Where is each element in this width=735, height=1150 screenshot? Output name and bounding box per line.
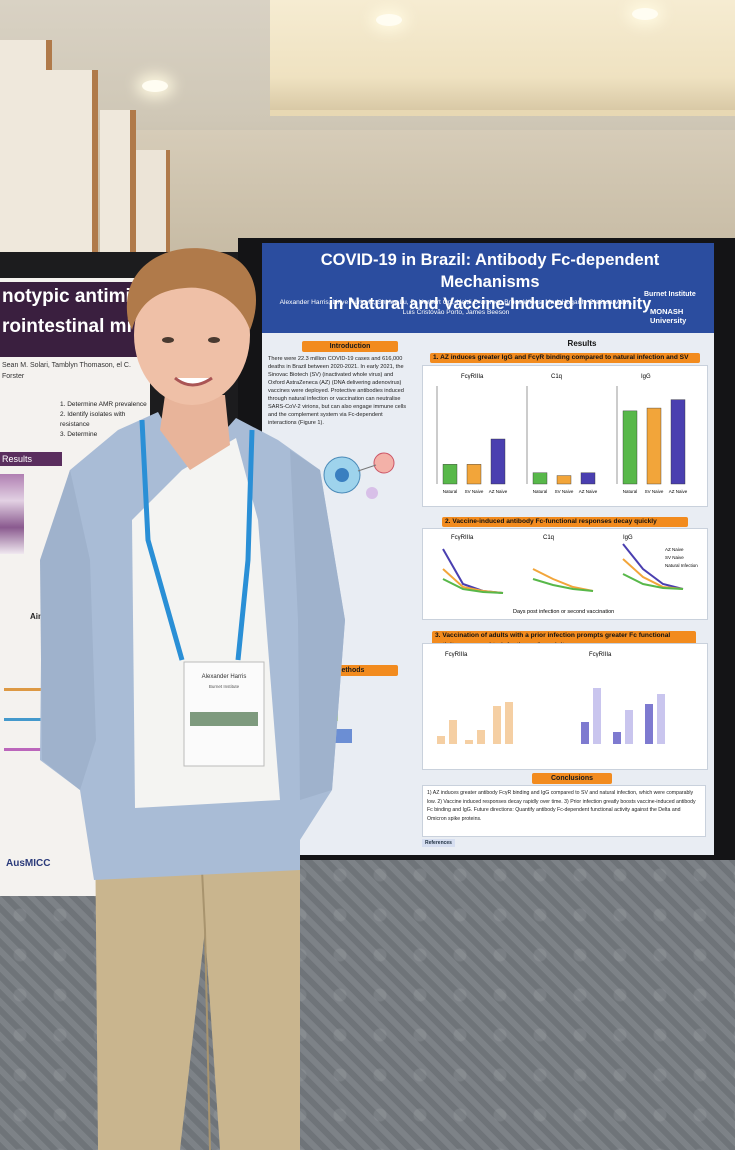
fig2-legend-item: AZ Naive <box>665 547 684 552</box>
left-poster-title-line: notypic antimi <box>2 286 131 307</box>
figure-1-title: 1. AZ induces greater IgG and FcγR bindi… <box>430 353 700 363</box>
burnet-logo: Burnet Institute <box>644 291 696 298</box>
fig1-bar <box>490 438 506 485</box>
figure-2-chart: FcγRIIIa C1q IgG Days post infection or … <box>442 535 698 615</box>
figure-2-panel: FcγRIIIa C1q IgG Days post infection or … <box>422 528 708 620</box>
fig2-panel-label: IgG <box>623 535 633 541</box>
fig2-legend-item: SV Naive <box>665 555 684 560</box>
fig2-panel-label: C1q <box>543 535 554 541</box>
ceiling-light <box>376 14 402 26</box>
figure-2-title: 2. Vaccine-induced antibody Fc-functiona… <box>442 517 688 527</box>
left-poster-logo: AusMICC <box>6 858 51 869</box>
eye <box>208 337 220 343</box>
wall-panel <box>46 70 98 260</box>
fig1-panel-title: FcγRIIIa <box>461 374 484 380</box>
lanyard <box>235 429 255 661</box>
main-poster: COVID-19 in Brazil: Antibody Fc-dependen… <box>262 243 714 855</box>
poster-authors: Alexander Harris, Liriye Kurtovic, Shirl… <box>279 299 633 316</box>
poster-title: COVID-19 in Brazil: Antibody Fc-dependen… <box>270 249 710 315</box>
introduction-text: There were 22.3 million COVID-19 cases a… <box>268 356 407 426</box>
ceiling-light <box>632 8 658 20</box>
khaki-trousers <box>95 820 300 1150</box>
conclusions-text: 1) AZ induces greater antibody FcγR bind… <box>422 785 706 837</box>
fig1-category-label: AZ Naive <box>489 489 508 494</box>
left-poster-list: 1. Determine AMR prevalence 2. Identify … <box>60 400 150 440</box>
left-sleeve <box>40 470 96 790</box>
adcc-diagram <box>302 433 402 503</box>
ceiling-light <box>142 80 168 92</box>
left-poster-authors: Sean M. Solari, Tamblyn Thomason, el C. … <box>2 362 131 380</box>
fig1-category-label: AZ Naive <box>579 489 598 494</box>
fig1-bar <box>580 472 596 485</box>
left-poster-heatmap <box>0 474 24 554</box>
poster-title-line: in Natural and Vaccine-Induced Immunity <box>328 295 652 313</box>
left-poster-bar <box>4 688 54 691</box>
fig1-category-label: Natural <box>533 489 548 494</box>
fig1-bar <box>556 475 572 485</box>
lanyard <box>139 419 185 661</box>
fig1-bar <box>466 464 482 485</box>
ceiling-recess <box>270 0 735 116</box>
left-poster-results-label: Results <box>0 452 62 466</box>
fig1-category-label: Natural <box>443 489 458 494</box>
right-sleeve <box>290 450 345 800</box>
figure-3-chart: FcγRIIIa FcγRIIIa <box>437 652 665 744</box>
poster-header: COVID-19 in Brazil: Antibody Fc-dependen… <box>262 243 714 333</box>
fig2-x-label: Days post infection or second vaccinatio… <box>513 609 614 615</box>
wall-panel <box>100 110 136 260</box>
list-item: 3. Determine <box>60 431 98 438</box>
fig1-panel-title: IgG <box>641 374 651 380</box>
list-item: 2. Identify isolates with resistance <box>60 411 126 428</box>
monash-logo: MONASH University <box>650 307 687 325</box>
poster-title-line: COVID-19 in Brazil: Antibody Fc-dependen… <box>320 251 660 291</box>
badge-name: Alexander Harris <box>202 674 247 680</box>
neck <box>160 395 230 470</box>
fig2-line-group <box>442 543 684 594</box>
adcc-diagram-svg <box>323 452 395 499</box>
figure-1-chart: FcγRIIIa Natural SV Naive AZ Naive C1q Natura… <box>436 374 688 494</box>
fig3-bars <box>437 688 665 744</box>
references-label: References <box>422 839 455 847</box>
fig1-category-label: AZ Naive <box>669 489 688 494</box>
fig3-panel-label: FcγRIIIa <box>589 652 612 658</box>
smile <box>174 376 213 387</box>
fig1-bar <box>442 464 458 485</box>
badge-logo-strip <box>190 712 258 726</box>
hair <box>126 248 257 330</box>
badge-org: Burnet Institute <box>209 684 240 689</box>
fig1-bar <box>646 407 662 485</box>
left-poster-title-line: rointestinal mi <box>2 316 132 337</box>
fig1-category-label: SV Naive <box>645 489 664 494</box>
fig1-category-label: SV Naive <box>465 489 484 494</box>
left-poster-title: notypic antimi rointestinal mi <box>0 282 150 357</box>
fig3-panel-label: FcγRIIIa <box>445 652 468 658</box>
fig2-legend-item: Natural Infection <box>665 563 698 568</box>
fig1-bar <box>670 399 686 485</box>
fig2-panel-label: FcγRIIIa <box>451 535 474 541</box>
left-poster-bar <box>4 718 54 721</box>
left-poster-bar <box>4 748 54 751</box>
introduction-heading: Introduction <box>302 341 398 352</box>
figure-1-panel: FcγRIIIa Natural SV Naive AZ Naive C1q Natura… <box>422 365 708 507</box>
fig1-category-label: Natural <box>623 489 638 494</box>
wall-panel <box>136 150 170 260</box>
methods-heading: Methods <box>302 665 398 676</box>
figure-3-panel: FcγRIIIa FcγRIIIa <box>422 643 708 770</box>
results-heading: Results <box>567 339 597 348</box>
face <box>134 265 250 405</box>
list-item: 1. Determine AMR prevalence <box>60 401 147 408</box>
fig1-bar <box>532 472 548 485</box>
conclusions-heading: Conclusions <box>532 773 612 784</box>
fig1-category-label: SV Naive <box>555 489 574 494</box>
fig1-panel-title: C1q <box>551 374 562 380</box>
fig1-bar <box>622 410 638 485</box>
eye <box>162 337 174 343</box>
